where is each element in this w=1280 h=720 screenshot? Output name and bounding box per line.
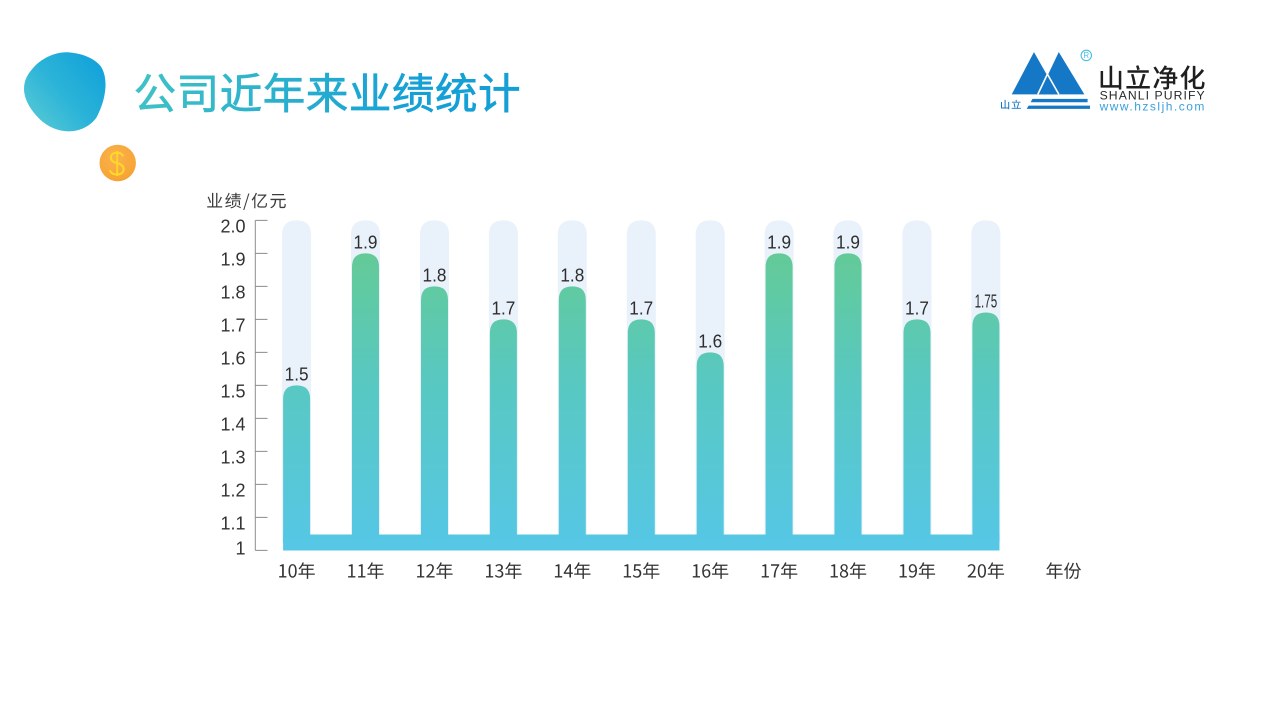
svg-text:1.9: 1.9 [836, 232, 860, 253]
svg-text:SHANLI PURIFY: SHANLI PURIFY [1100, 89, 1206, 103]
svg-text:1.8: 1.8 [423, 265, 447, 286]
svg-text:1.7: 1.7 [629, 298, 653, 319]
svg-text:1: 1 [235, 539, 245, 559]
svg-text:1.5: 1.5 [220, 381, 245, 401]
svg-text:1.6: 1.6 [220, 348, 245, 368]
svg-text:1.7: 1.7 [491, 298, 515, 319]
svg-text:1.8: 1.8 [560, 265, 584, 286]
svg-text:www.hzsljh.com: www.hzsljh.com [1099, 100, 1207, 114]
svg-text:1.7: 1.7 [905, 298, 929, 319]
svg-text:1.5: 1.5 [285, 364, 309, 385]
svg-text:R: R [1083, 51, 1089, 60]
svg-text:1.4: 1.4 [220, 414, 245, 434]
svg-text:1.8: 1.8 [220, 282, 245, 302]
svg-text:1.7: 1.7 [220, 315, 245, 335]
svg-text:1.9: 1.9 [220, 249, 245, 269]
svg-text:1.2: 1.2 [220, 480, 245, 500]
svg-text:1.3: 1.3 [220, 447, 245, 467]
svg-text:2.0: 2.0 [220, 216, 245, 236]
svg-text:1.75: 1.75 [975, 292, 998, 312]
svg-text:1.9: 1.9 [354, 232, 378, 253]
svg-text:1.6: 1.6 [698, 331, 722, 352]
svg-text:1.1: 1.1 [220, 513, 245, 533]
svg-text:1.9: 1.9 [767, 232, 791, 253]
